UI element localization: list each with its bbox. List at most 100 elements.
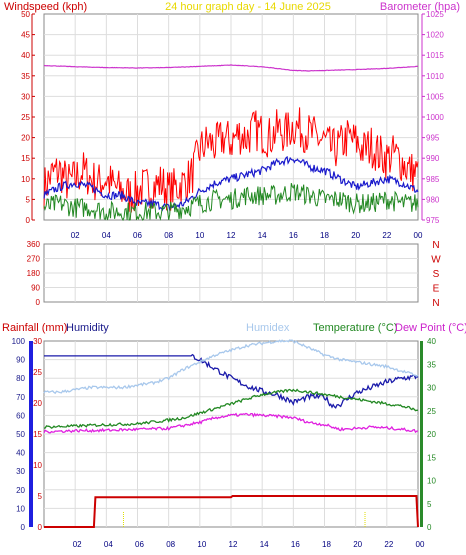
humidity-tick-label: 70 xyxy=(16,393,25,402)
barometer-tick-label: 975 xyxy=(426,216,440,225)
time-tick-label: 08 xyxy=(164,231,173,240)
compass-label: W xyxy=(431,255,441,266)
humidity-tick-label: 10 xyxy=(16,504,25,513)
wind-tick-label: 40 xyxy=(21,51,30,60)
wind-tick-label: 5 xyxy=(26,195,31,204)
humidity-tick-label: 20 xyxy=(16,486,25,495)
humidity-tick-label: 60 xyxy=(16,411,25,420)
chart-title: 24 hour graph day - 14 June 2025 xyxy=(165,1,331,13)
temp-axis-bar xyxy=(420,341,423,527)
temp-tick-label: 10 xyxy=(427,477,436,486)
direction-degree-label: 180 xyxy=(27,269,41,278)
wind-tick-label: 0 xyxy=(26,216,31,225)
temperature-legend: Temperature (°C) xyxy=(313,322,397,334)
compass-label: E xyxy=(433,284,440,295)
compass-label: S xyxy=(433,269,440,280)
humidity-tick-label: 100 xyxy=(12,337,26,346)
wind-axis-title: Windspeed (kph) xyxy=(4,1,87,13)
compass-label: N xyxy=(432,298,439,309)
temp-humidity-grid xyxy=(43,340,419,528)
rain-tick-label: 5 xyxy=(38,492,43,501)
wind-tick-label: 30 xyxy=(21,92,30,101)
humidex-legend: Humidex xyxy=(246,322,290,334)
direction-grid xyxy=(43,243,419,303)
time-tick-label: 14 xyxy=(260,540,269,549)
time-tick-label: 12 xyxy=(227,231,236,240)
humidity-axis-title: Humidity xyxy=(66,322,109,334)
barometer-tick-label: 1025 xyxy=(426,10,444,19)
data-lines xyxy=(43,64,419,528)
wind-tick-label: 25 xyxy=(21,113,30,122)
axes: 0510152025303540455097598098599099510001… xyxy=(12,10,445,549)
barometer-tick-label: 990 xyxy=(426,154,440,163)
barometer-tick-label: 1010 xyxy=(426,72,444,81)
temp-tick-label: 20 xyxy=(427,430,436,439)
humidity-tick-label: 40 xyxy=(16,449,25,458)
time-tick-label: 06 xyxy=(135,540,144,549)
time-tick-label: 04 xyxy=(102,231,111,240)
wind-tick-label: 50 xyxy=(21,10,30,19)
time-tick-label: 20 xyxy=(353,540,362,549)
rain-tick-label: 0 xyxy=(38,523,43,532)
humidity-tick-label: 30 xyxy=(16,467,25,476)
wind-tick-label: 15 xyxy=(21,154,30,163)
time-tick-label: 22 xyxy=(382,231,391,240)
wind-tick-label: 20 xyxy=(21,134,30,143)
time-tick-label: 16 xyxy=(291,540,300,549)
humidity-series-line xyxy=(44,353,419,409)
temp-tick-label: 40 xyxy=(427,337,436,346)
time-tick-label: 12 xyxy=(229,540,238,549)
time-tick-label: 04 xyxy=(104,540,113,549)
temp-tick-label: 0 xyxy=(427,523,432,532)
rain-tick-label: 25 xyxy=(33,368,42,377)
time-tick-label: 20 xyxy=(351,231,360,240)
direction-degree-label: 270 xyxy=(27,255,41,264)
rain-tick-label: 30 xyxy=(33,337,42,346)
barometer-tick-label: 1020 xyxy=(426,31,444,40)
barometer-series-line xyxy=(43,64,419,72)
temp-tick-label: 25 xyxy=(427,407,436,416)
time-tick-label: 02 xyxy=(71,231,80,240)
temp-tick-label: 30 xyxy=(427,384,436,393)
temp-tick-label: 5 xyxy=(427,500,432,509)
compass-label: N xyxy=(432,240,439,251)
barometer-tick-label: 995 xyxy=(426,134,440,143)
time-tick-label: 22 xyxy=(384,540,393,549)
humidity-tick-label: 50 xyxy=(16,430,25,439)
humidity-tick-label: 90 xyxy=(16,356,25,365)
barometer-axis-title: Barometer (hpa) xyxy=(380,1,460,13)
time-tick-label: 10 xyxy=(195,231,204,240)
dewpoint-series-line xyxy=(43,412,419,434)
wind-baro-grid xyxy=(43,13,419,221)
barometer-tick-label: 1005 xyxy=(426,92,444,101)
barometer-tick-label: 1000 xyxy=(426,113,444,122)
wind-tick-label: 35 xyxy=(21,72,30,81)
humidex-series-line xyxy=(43,339,419,395)
time-tick-label: 14 xyxy=(258,231,267,240)
time-tick-label: 00 xyxy=(416,540,425,549)
rainfall-axis-title: Rainfall (mm) xyxy=(2,322,67,334)
wind-tick-label: 45 xyxy=(21,31,30,40)
barometer-tick-label: 985 xyxy=(426,175,440,184)
rain-tick-label: 20 xyxy=(33,399,42,408)
time-tick-label: 02 xyxy=(73,540,82,549)
wind-series-line xyxy=(43,107,419,213)
temp-tick-label: 35 xyxy=(427,360,436,369)
time-tick-label: 18 xyxy=(322,540,331,549)
gust-series-line xyxy=(43,155,419,213)
time-tick-label: 08 xyxy=(166,540,175,549)
gust_low-series-line xyxy=(43,182,419,222)
direction-degree-label: 90 xyxy=(31,284,40,293)
rain-series-line xyxy=(44,495,419,528)
rain-tick-label: 15 xyxy=(33,430,42,439)
dewpoint-legend: Dew Point (°C) xyxy=(395,322,466,334)
time-tick-label: 16 xyxy=(289,231,298,240)
humidity-tick-label: 80 xyxy=(16,374,25,383)
rain-axis-bar xyxy=(29,341,33,527)
barometer-tick-label: 1015 xyxy=(426,51,444,60)
wind-tick-label: 10 xyxy=(21,175,30,184)
time-tick-label: 10 xyxy=(197,540,206,549)
direction-degree-label: 0 xyxy=(36,298,41,307)
barometer-tick-label: 980 xyxy=(426,195,440,204)
